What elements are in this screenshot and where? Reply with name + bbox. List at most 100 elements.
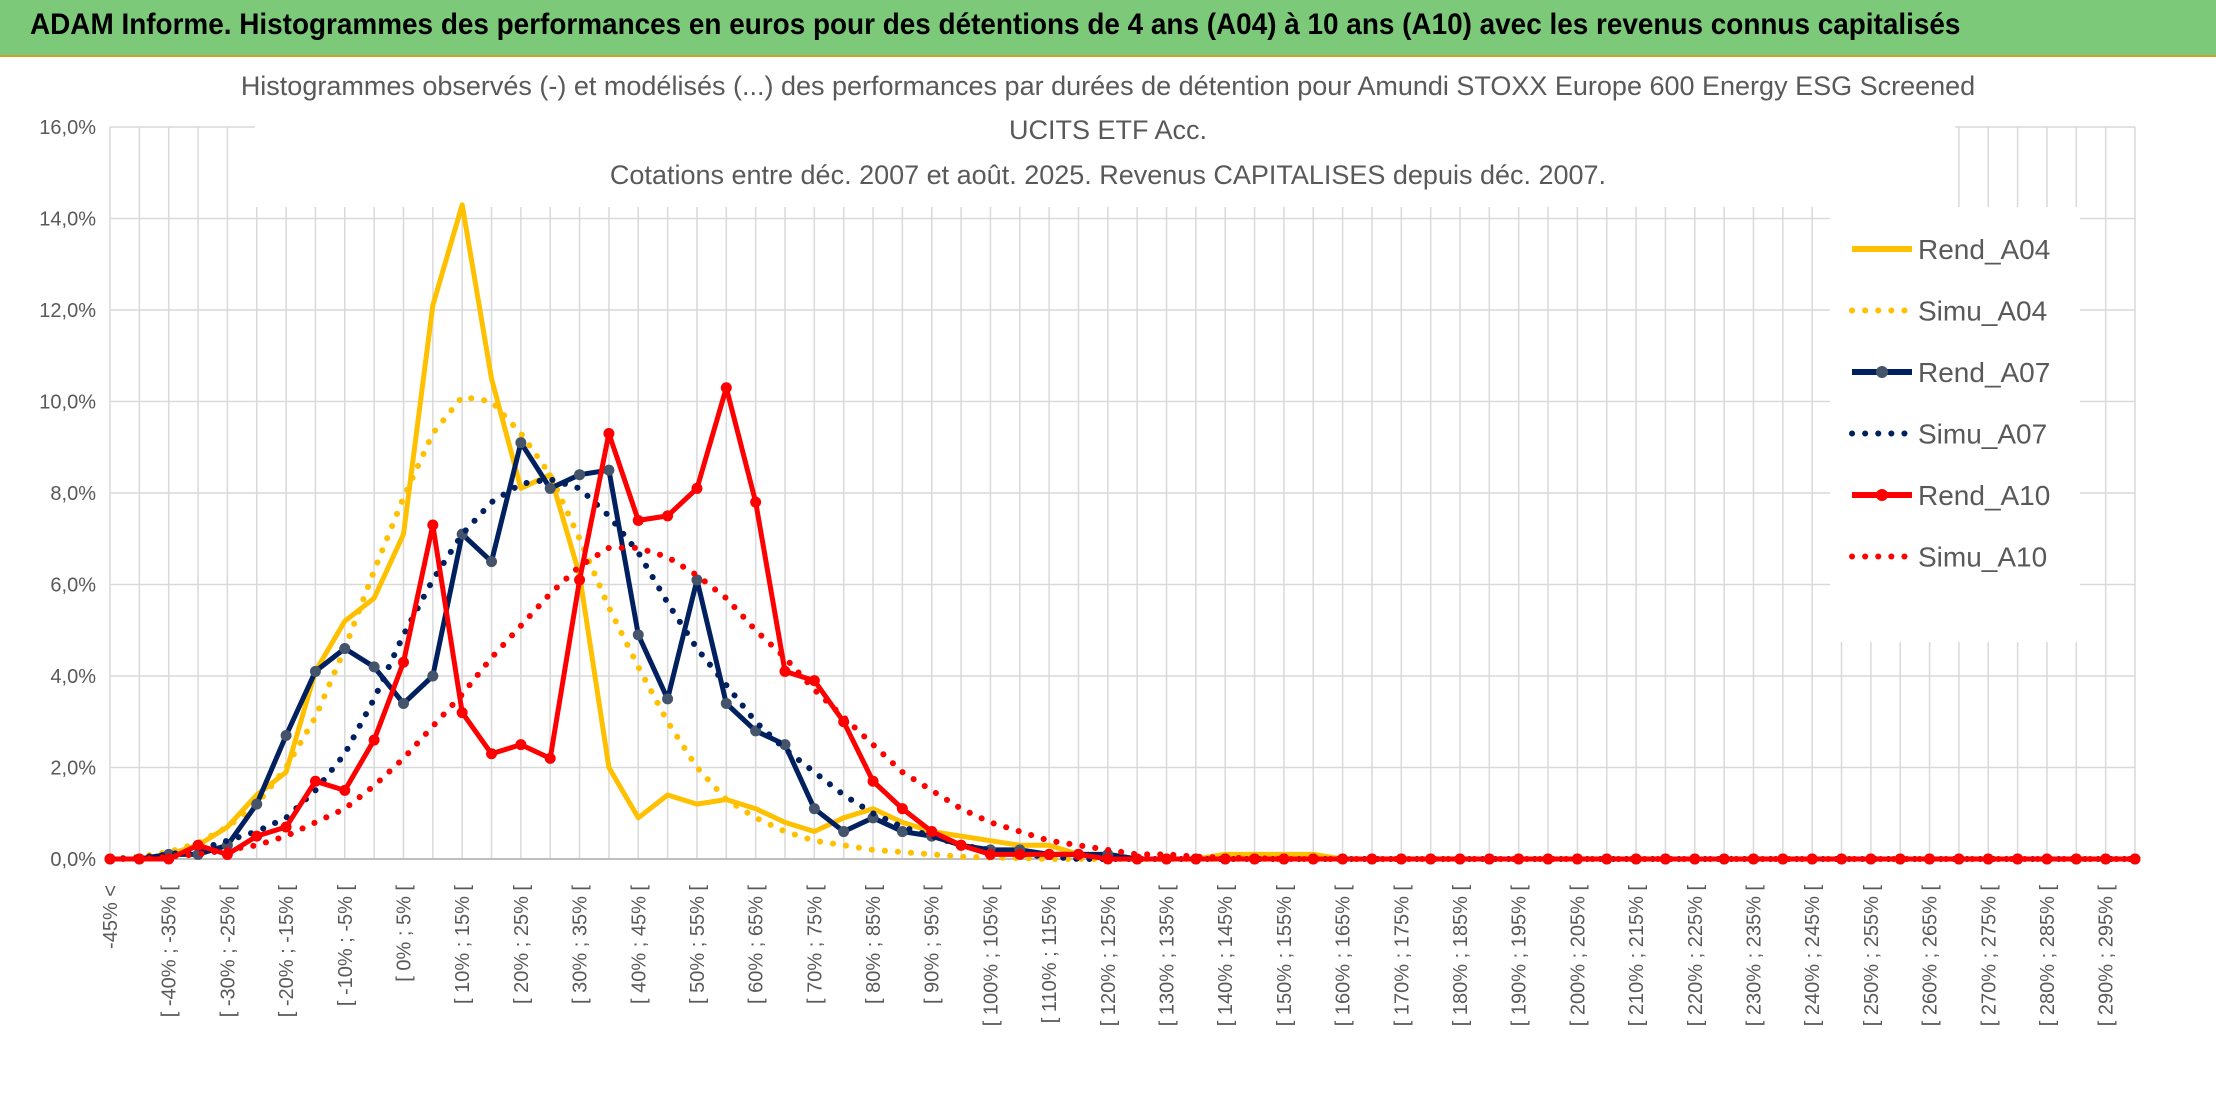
y-tick-label: 2,0% [50,758,96,780]
data-point [192,839,204,851]
x-tick-label: [ 190% ; 195% [ [1509,885,1531,1027]
title-background [255,57,1955,207]
legend-label: Simu_A07 [1918,419,2047,450]
data-point [486,556,498,568]
legend-item-Simu_A10: Simu_A10 [1849,542,2047,573]
x-tick-label: [ 60% ; 65% [ [746,885,768,1004]
data-point [867,775,879,787]
x-tick-label: [ 100% ; 105% [ [980,885,1002,1027]
data-point [926,826,938,838]
data-point [838,826,850,838]
x-tick-label: [ 270% ; 275% [ [1978,885,2000,1027]
legend-item-Rend_A07: Rend_A07 [1852,357,2050,388]
data-point [1072,848,1084,860]
chart-title-line: UCITS ETF Acc. [1009,115,1207,145]
data-point [280,729,292,741]
data-point [339,784,351,796]
y-tick-label: 0,0% [50,849,96,871]
legend-marker [1876,489,1888,501]
data-point [1894,853,1906,865]
data-point [163,853,175,865]
chart-area: Histogrammes observés (-) et modélisés (… [0,57,2216,1102]
x-tick-label: [ 280% ; 285% [ [2037,885,2059,1027]
data-point [896,826,908,838]
x-tick-label: [ 20% ; 25% [ [511,885,533,1004]
data-point [808,803,820,815]
chart: Histogrammes observés (-) et modélisés (… [39,57,2141,1027]
legend-item-Simu_A04: Simu_A04 [1849,296,2047,327]
series-line [107,385,2138,862]
x-tick-label: -45% < [100,885,122,949]
series-Simu_A10 [107,544,2138,862]
legend-background [1830,207,2080,642]
data-point [1630,853,1642,865]
y-tick-label: 12,0% [39,300,96,322]
y-axis: 0,0% 2,0% 4,0% 6,0% 8,0% 10,0% 12,0% 14,0% 16,0% [39,117,96,871]
legend-label: Rend_A07 [1918,357,2050,388]
series-line [107,544,2138,862]
data-point [221,848,233,860]
data-point [1542,853,1554,865]
chart-title-line: Cotations entre déc. 2007 et août. 2025.… [610,160,1606,190]
data-point [339,643,351,655]
legend-item-Rend_A10: Rend_A10 [1852,480,2050,511]
x-tick-label: [ 80% ; 85% [ [863,885,885,1004]
x-tick-label: [ 30% ; 35% [ [570,885,592,1004]
legend-label: Rend_A04 [1918,234,2050,265]
data-point [486,748,498,760]
data-point [662,693,674,705]
legend-label: Simu_A04 [1918,296,2047,327]
data-point [1395,853,1407,865]
data-point [309,775,321,787]
data-point [456,707,468,719]
y-tick-label: 14,0% [39,209,96,231]
x-tick-label: [ 210% ; 215% [ [1626,885,1648,1027]
x-tick-label: [ 40% ; 45% [ [628,885,650,1004]
data-point [691,574,703,586]
legend-label: Simu_A10 [1918,542,2047,573]
data-point [309,665,321,677]
data-point [720,382,732,394]
x-tick-label: [ 10% ; 15% [ [452,885,474,1004]
x-tick-label: [ 150% ; 155% [ [1274,885,1296,1027]
data-point [808,675,820,687]
x-axis: -45% < [ -40% ; -35% [ [ -30% ; -25% [ [ -2… [100,885,2118,1027]
x-tick-label: [ 160% ; 165% [ [1333,885,1355,1027]
data-point [368,661,380,673]
chart-title: Histogrammes observés (-) et modélisés (… [241,57,1975,207]
x-tick-label: [ 250% ; 255% [ [1861,885,1883,1027]
x-tick-label: [ 170% ; 175% [ [1391,885,1413,1027]
data-point [544,752,556,764]
data-point [280,821,292,833]
x-tick-label: [ 230% ; 235% [ [1743,885,1765,1027]
data-point [397,697,409,709]
x-tick-label: [ 180% ; 185% [ [1450,885,1472,1027]
x-tick-label: [ 200% ; 205% [ [1567,885,1589,1027]
data-point [984,848,996,860]
x-tick-label: [ -20% ; -15% [ [276,885,298,1018]
x-tick-label: [ -40% ; -35% [ [159,885,181,1018]
banner-title: ADAM Informe. Histogrammes des performan… [30,8,1961,41]
data-point [427,519,439,531]
x-tick-label: [ 290% ; 295% [ [2096,885,2118,1027]
data-point [603,464,615,476]
x-tick-label: [ 240% ; 245% [ [1802,885,1824,1027]
data-point [368,734,380,746]
legend-item-Rend_A04: Rend_A04 [1852,234,2050,265]
data-point [574,574,586,586]
data-point [691,482,703,494]
legend-label: Rend_A10 [1918,480,2050,511]
data-point [632,629,644,641]
x-tick-label: [ 140% ; 145% [ [1215,885,1237,1027]
x-tick-label: [ -30% ; -25% [ [217,885,239,1018]
data-point [2012,853,2024,865]
data-point [1102,853,1114,865]
x-tick-label: [ 50% ; 55% [ [687,885,709,1004]
x-tick-label: [ 260% ; 265% [ [1920,885,1942,1027]
x-tick-label: [ -10% ; -5% [ [335,885,357,1007]
y-tick-label: 10,0% [39,392,96,414]
x-tick-label: [ 130% ; 135% [ [1157,885,1179,1027]
data-point [779,665,791,677]
y-tick-label: 16,0% [39,117,96,139]
series [104,202,2141,865]
